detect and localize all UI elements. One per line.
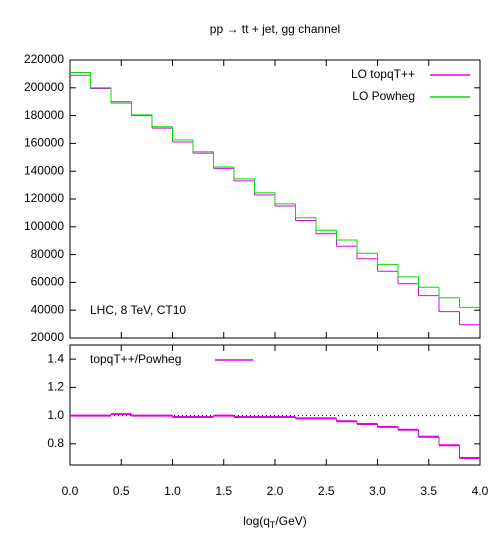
x-tick-label: 3.0 xyxy=(369,484,386,498)
y-tick-label: 180000 xyxy=(24,108,64,122)
x-label-sub: T xyxy=(270,520,276,530)
y-tick-label: 140000 xyxy=(24,163,64,177)
legend-label: topqT++/Powheg xyxy=(90,352,181,366)
x-tick-label: 2.5 xyxy=(318,484,335,498)
x-label-part: log(q xyxy=(243,514,270,528)
annotation: LHC, 8 TeV, CT10 xyxy=(90,303,186,317)
y-tick-label: 60000 xyxy=(31,275,65,289)
y-tick-label: 200000 xyxy=(24,80,64,94)
legend-label: LO topqT++ xyxy=(351,67,415,81)
y-tick-label: 1.0 xyxy=(47,408,64,422)
x-tick-label: 3.5 xyxy=(420,484,437,498)
chart-title: pp → tt + jet, gg channel xyxy=(210,22,340,36)
x-tick-label: 1.5 xyxy=(215,484,232,498)
y-tick-label: 80000 xyxy=(31,247,65,261)
y-tick-label: 20000 xyxy=(31,330,65,344)
x-tick-label: 2.0 xyxy=(267,484,284,498)
y-tick-label: 1.2 xyxy=(47,380,64,394)
y-tick-label: 220000 xyxy=(24,52,64,66)
x-tick-label: 1.0 xyxy=(164,484,181,498)
legend-label: LO Powheg xyxy=(352,89,415,103)
x-label-part: /GeV) xyxy=(275,514,306,528)
y-tick-label: 1.4 xyxy=(47,351,64,365)
y-tick-label: 100000 xyxy=(24,219,64,233)
x-axis-label: log(qT/GeV) xyxy=(243,514,307,530)
x-tick-label: 0.5 xyxy=(113,484,130,498)
x-tick-label: 0.0 xyxy=(62,484,79,498)
y-tick-label: 120000 xyxy=(24,191,64,205)
y-tick-label: 0.8 xyxy=(47,436,64,450)
x-tick-label: 4.0 xyxy=(472,484,489,498)
y-tick-label: 160000 xyxy=(24,136,64,150)
y-tick-label: 40000 xyxy=(31,302,65,316)
